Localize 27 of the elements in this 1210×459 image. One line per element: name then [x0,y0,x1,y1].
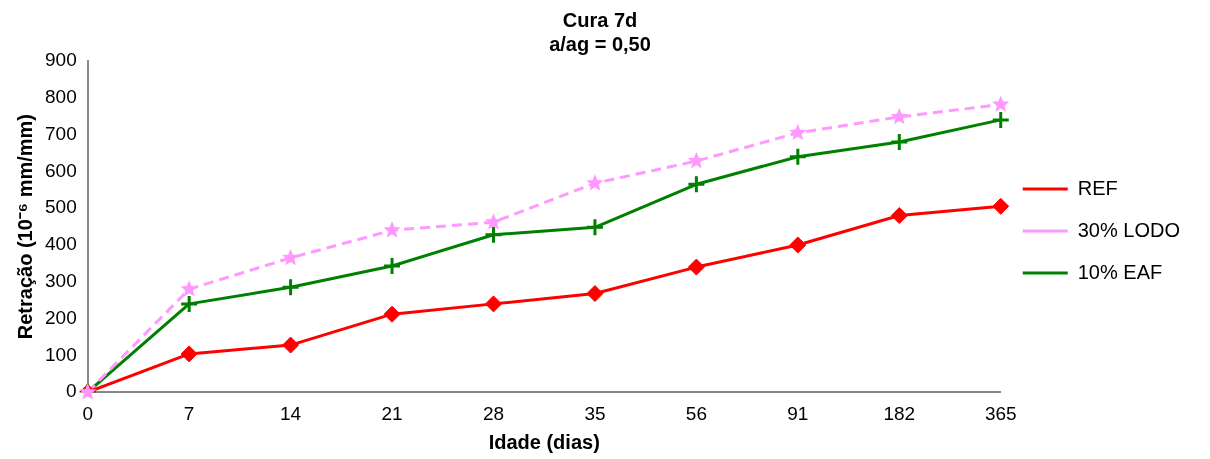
x-tick-label: 56 [685,402,707,424]
chart-subtitle: a/ag = 0,50 [549,32,651,55]
y-tick-label: 0 [66,380,77,402]
x-tick-label: 182 [883,402,916,424]
y-axis-title: Retração (10⁻⁶ mm/mm) [13,114,36,340]
x-tick-label: 21 [381,402,403,424]
legend-label: 10% EAF [1077,260,1163,283]
y-tick-label: 100 [45,343,77,365]
legend-label: 30% LODO [1077,218,1180,241]
x-tick-label: 91 [787,402,809,424]
x-axis-title: Idade (dias) [488,430,600,453]
x-tick-label: 7 [183,402,195,424]
x-tick-label: 28 [482,402,505,424]
y-tick-label: 900 [45,49,77,71]
y-tick-label: 500 [45,196,77,218]
y-tick-label: 300 [45,270,77,292]
x-tick-label: 35 [584,402,606,424]
x-tick-label: 0 [82,402,93,424]
legend-label: REF [1077,176,1118,199]
y-tick-label: 800 [45,86,77,108]
y-tick-label: 400 [45,233,77,255]
chart-title: Cura 7d [562,8,638,31]
y-tick-label: 200 [45,306,77,328]
y-tick-label: 700 [45,122,77,144]
x-tick-label: 14 [280,402,302,424]
y-tick-label: 600 [45,159,77,181]
x-tick-label: 365 [984,402,1017,424]
